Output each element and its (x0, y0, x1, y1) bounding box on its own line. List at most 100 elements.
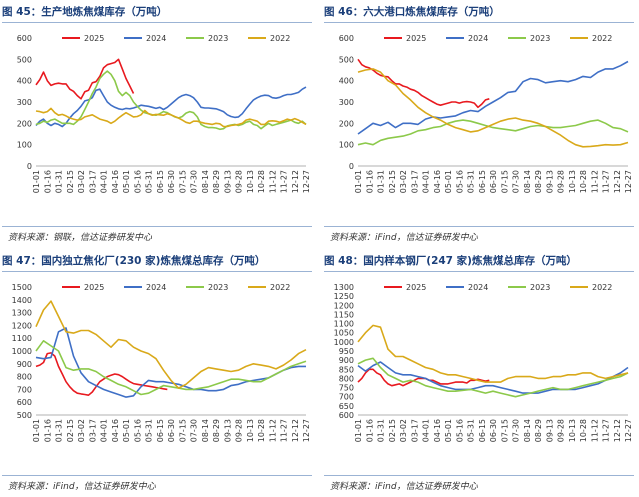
y-tick-label: 1050 (334, 329, 354, 338)
x-tick-label: 04-01 (422, 170, 431, 193)
series-line-2025 (357, 58, 490, 109)
x-tick-label: 10-28 (579, 419, 588, 442)
y-tick-label: 200 (339, 119, 354, 128)
legend-label: 2024 (146, 34, 166, 43)
y-tick-label: 500 (17, 55, 32, 64)
x-tick-label: 05-31 (145, 170, 154, 193)
x-tick-label: 08-29 (534, 419, 543, 442)
x-tick-label: 07-15 (500, 170, 509, 193)
chart-source: 资料来源：iFind，信达证券研发中心 (330, 482, 478, 492)
x-tick-label: 11-12 (268, 419, 277, 442)
x-tick-label: 04-01 (100, 170, 109, 193)
x-tick-label: 05-16 (133, 170, 142, 193)
x-tick-label: 01-01 (32, 170, 41, 193)
x-tick-label: 06-15 (156, 170, 165, 193)
legend-label: 2024 (146, 283, 166, 292)
x-tick-label: 09-13 (223, 170, 232, 193)
series-line-2022 (35, 300, 307, 389)
x-tick-label: 08-14 (523, 170, 532, 193)
legend-label: 2023 (530, 34, 550, 43)
y-tick-label: 950 (339, 347, 354, 356)
x-tick-label: 09-28 (557, 170, 566, 193)
y-tick-label: 1100 (12, 334, 32, 343)
source-divider (2, 226, 312, 227)
y-tick-label: 900 (17, 360, 32, 369)
x-tick-label: 10-28 (257, 170, 266, 193)
y-tick-label: 100 (17, 141, 32, 150)
series-line-2023 (357, 357, 629, 398)
y-tick-label: 800 (339, 374, 354, 383)
y-tick-label: 1250 (334, 292, 354, 301)
x-tick-label: 08-29 (212, 419, 221, 442)
x-tick-label: 01-31 (377, 170, 386, 193)
chart-title: 图 46：六大港口炼焦煤库存（万吨） (324, 6, 500, 18)
x-tick-label: 01-16 (365, 419, 374, 442)
x-tick-label: 07-30 (190, 419, 199, 442)
x-tick-label: 08-14 (201, 170, 210, 193)
x-tick-label: 11-27 (602, 170, 611, 193)
x-tick-label: 12-12 (291, 419, 300, 442)
x-tick-label: 01-16 (43, 419, 52, 442)
x-tick-label: 06-30 (167, 170, 176, 193)
x-tick-label: 09-28 (235, 419, 244, 442)
series-line-2023 (357, 119, 629, 146)
x-tick-label: 05-16 (455, 419, 464, 442)
series-line-2022 (35, 107, 307, 128)
y-tick-label: 900 (339, 356, 354, 365)
legend-label: 2022 (270, 283, 290, 292)
x-tick-label: 11-12 (590, 170, 599, 193)
x-tick-label: 10-28 (257, 419, 266, 442)
y-tick-label: 700 (17, 385, 32, 394)
x-tick-label: 04-16 (433, 419, 442, 442)
source-divider (324, 475, 634, 476)
y-tick-label: 1000 (12, 347, 32, 356)
chart-panel-45: 图 45：生产地炼焦煤库存（万吨） 0 100 200 300 400 500 600 01-… (0, 0, 316, 248)
source-divider (2, 475, 312, 476)
x-tick-label: 07-30 (512, 419, 521, 442)
y-tick-label: 1300 (12, 309, 32, 318)
series-line-2023 (35, 340, 307, 396)
y-tick-label: 200 (17, 119, 32, 128)
x-tick-label: 12-27 (302, 419, 311, 442)
x-tick-label: 04-16 (433, 170, 442, 193)
x-tick-label: 04-01 (422, 419, 431, 442)
y-tick-label: 1100 (334, 320, 354, 329)
legend-label: 2022 (592, 34, 612, 43)
chart-panel-48: 图 48：国内样本钢厂(247 家)炼焦煤总库存（万吨） 600 650 700 75… (322, 249, 638, 497)
y-tick-label: 1300 (334, 283, 354, 292)
x-tick-label: 03-02 (77, 170, 86, 193)
x-tick-label: 05-31 (467, 170, 476, 193)
x-tick-label: 08-29 (534, 170, 543, 193)
y-tick-label: 0 (349, 162, 354, 171)
x-tick-label: 08-14 (523, 419, 532, 442)
y-tick-label: 400 (339, 77, 354, 86)
y-tick-label: 300 (17, 98, 32, 107)
legend-label: 2025 (84, 34, 104, 43)
x-tick-label: 10-13 (246, 170, 255, 193)
y-tick-label: 600 (339, 411, 354, 420)
x-tick-label: 04-16 (111, 419, 120, 442)
x-tick-label: 11-12 (590, 419, 599, 442)
x-tick-label: 02-15 (388, 419, 397, 442)
x-tick-label: 03-17 (88, 170, 97, 193)
legend-label: 2023 (530, 283, 550, 292)
x-tick-label: 10-13 (246, 419, 255, 442)
y-tick-label: 600 (339, 34, 354, 43)
x-tick-label: 05-01 (122, 170, 131, 193)
x-tick-label: 05-01 (444, 419, 453, 442)
x-tick-label: 03-02 (399, 170, 408, 193)
chart-source: 资料来源：iFind，信达证券研发中心 (8, 482, 156, 492)
y-tick-label: 1150 (334, 310, 354, 319)
y-tick-label: 850 (339, 365, 354, 374)
legend-label: 2025 (406, 283, 426, 292)
title-divider (324, 22, 634, 23)
y-tick-label: 700 (339, 393, 354, 402)
x-tick-label: 07-15 (178, 170, 187, 193)
x-tick-label: 04-01 (100, 419, 109, 442)
x-tick-label: 12-27 (624, 419, 633, 442)
y-tick-label: 0 (27, 162, 32, 171)
series-line-2024 (35, 327, 306, 398)
x-tick-label: 03-17 (410, 419, 419, 442)
x-tick-label: 10-13 (568, 419, 577, 442)
chart-title: 图 48：国内样本钢厂(247 家)炼焦煤总库存（万吨） (324, 255, 577, 267)
